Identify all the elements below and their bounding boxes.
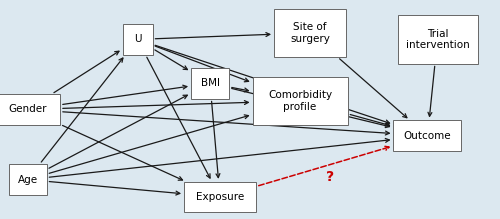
- FancyBboxPatch shape: [394, 120, 462, 151]
- Text: Outcome: Outcome: [404, 131, 452, 141]
- FancyBboxPatch shape: [122, 24, 152, 55]
- FancyBboxPatch shape: [8, 164, 46, 195]
- Text: Comorbidity
profile: Comorbidity profile: [268, 90, 332, 111]
- Text: Exposure: Exposure: [196, 192, 244, 202]
- FancyBboxPatch shape: [184, 182, 256, 212]
- Text: ?: ?: [326, 170, 334, 184]
- FancyBboxPatch shape: [0, 94, 60, 125]
- Text: BMI: BMI: [200, 78, 220, 88]
- Text: Gender: Gender: [8, 104, 47, 115]
- Text: Site of
surgery: Site of surgery: [290, 22, 330, 44]
- FancyBboxPatch shape: [252, 77, 348, 125]
- FancyBboxPatch shape: [274, 9, 346, 57]
- FancyBboxPatch shape: [398, 15, 477, 64]
- Text: U: U: [134, 34, 141, 44]
- Text: Age: Age: [18, 175, 38, 185]
- FancyBboxPatch shape: [191, 68, 229, 99]
- Text: Trial
intervention: Trial intervention: [406, 29, 469, 50]
